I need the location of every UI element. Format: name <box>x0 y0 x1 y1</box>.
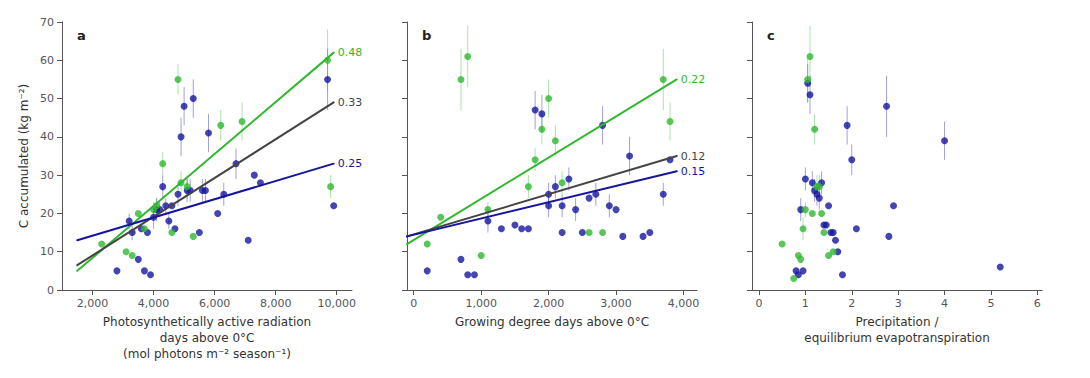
svg-text:20: 20 <box>40 207 54 220</box>
svg-text:4,000: 4,000 <box>138 297 170 310</box>
svg-text:0.33: 0.33 <box>338 96 363 109</box>
svg-text:2,000: 2,000 <box>533 297 565 310</box>
svg-text:c: c <box>767 28 775 43</box>
svg-text:days above 0°C: days above 0°C <box>160 331 255 345</box>
svg-text:0: 0 <box>755 297 762 310</box>
svg-text:0.25: 0.25 <box>338 157 363 170</box>
svg-text:0: 0 <box>47 284 54 297</box>
svg-text:40: 40 <box>40 130 54 143</box>
svg-text:0.12: 0.12 <box>681 150 706 163</box>
svg-text:0: 0 <box>410 297 417 310</box>
svg-text:3,000: 3,000 <box>600 297 632 310</box>
svg-text:10,000: 10,000 <box>317 297 356 310</box>
svg-text:6: 6 <box>1034 297 1041 310</box>
svg-text:1: 1 <box>802 297 809 310</box>
svg-text:4: 4 <box>941 297 948 310</box>
svg-text:2: 2 <box>848 297 855 310</box>
svg-text:C accumulated (kg m⁻²): C accumulated (kg m⁻²) <box>17 84 31 228</box>
svg-text:60: 60 <box>40 54 54 67</box>
svg-text:(mol photons m⁻² season⁻¹): (mol photons m⁻² season⁻¹) <box>123 347 291 361</box>
svg-text:8,000: 8,000 <box>260 297 292 310</box>
svg-text:50: 50 <box>40 92 54 105</box>
svg-text:6,000: 6,000 <box>199 297 231 310</box>
svg-text:equilibrium evapotranspiration: equilibrium evapotranspiration <box>804 331 989 345</box>
svg-text:2,000: 2,000 <box>77 297 109 310</box>
svg-text:5: 5 <box>987 297 994 310</box>
svg-text:Precipitation /: Precipitation / <box>856 315 940 329</box>
svg-text:b: b <box>422 28 431 43</box>
svg-text:30: 30 <box>40 169 54 182</box>
svg-text:3: 3 <box>895 297 902 310</box>
svg-text:Growing degree days above 0°C: Growing degree days above 0°C <box>455 315 649 329</box>
svg-text:0.48: 0.48 <box>338 46 363 59</box>
svg-text:70: 70 <box>40 16 54 29</box>
svg-text:Photosynthetically active radi: Photosynthetically active radiation <box>103 315 311 329</box>
svg-text:0.15: 0.15 <box>681 165 706 178</box>
svg-text:10: 10 <box>40 245 54 258</box>
svg-text:a: a <box>77 28 86 43</box>
svg-text:1,000: 1,000 <box>465 297 497 310</box>
svg-text:4,000: 4,000 <box>668 297 700 310</box>
svg-text:0.22: 0.22 <box>681 73 706 86</box>
